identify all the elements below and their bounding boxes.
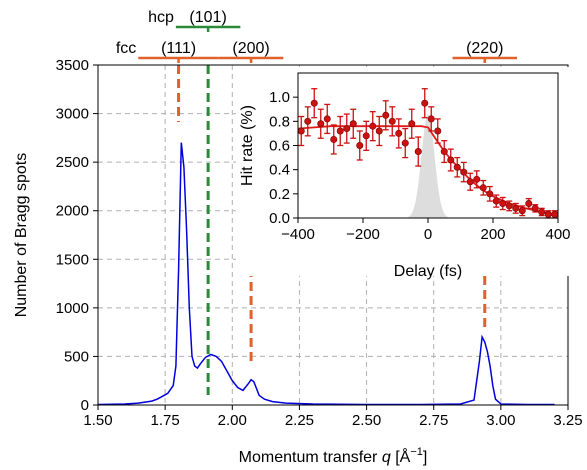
inset-data-point bbox=[317, 120, 325, 128]
inset-data-point bbox=[499, 200, 507, 208]
inset-data-point bbox=[447, 156, 455, 164]
main-y-tick-label: 500 bbox=[64, 348, 89, 365]
inset-y-axis-title: Hit rate (%) bbox=[239, 105, 256, 186]
inset-y-tick-label: 0.0 bbox=[269, 210, 290, 227]
inset-data-point bbox=[421, 99, 429, 107]
main-chart: 1.50 1.75 2.00 2.25 2.50 2.75 3.00 3.25 0 500 1000… bbox=[13, 9, 583, 466]
inset-pulse-area bbox=[402, 114, 454, 218]
inset-data-point bbox=[304, 117, 312, 125]
inset-x-tick-label: 0 bbox=[424, 226, 432, 243]
inset-data-point bbox=[330, 135, 338, 143]
inset-points bbox=[297, 88, 559, 219]
main-y-axis-title: Number of Bragg spots bbox=[13, 153, 30, 318]
inset-data-point bbox=[531, 204, 539, 212]
inset-data-point bbox=[505, 202, 513, 210]
inset-x-tick-label: 400 bbox=[545, 226, 570, 243]
inset-data-point bbox=[408, 120, 416, 128]
inset-data-point bbox=[453, 163, 461, 171]
inset-x-tick-label: 200 bbox=[480, 226, 505, 243]
inset-data-point bbox=[356, 142, 364, 150]
inset-data-point bbox=[518, 207, 526, 215]
main-y-tick-label: 2000 bbox=[56, 203, 89, 220]
main-x-tick-label: 2.00 bbox=[218, 412, 247, 429]
inset-data-point bbox=[323, 115, 331, 123]
main-y-tick-label: 3500 bbox=[56, 57, 89, 74]
inset-x-axis-title: Delay (fs) bbox=[394, 263, 462, 280]
peak-phase-label: hcp bbox=[148, 9, 174, 26]
inset-data-point bbox=[434, 127, 442, 135]
main-x-axis-title: Momentum transfer q [Å−1] bbox=[239, 446, 428, 466]
inset-data-point bbox=[479, 184, 487, 192]
inset-data-point bbox=[297, 127, 305, 135]
main-x-axis-title-var: q bbox=[382, 449, 391, 466]
inset-data-point bbox=[551, 210, 559, 218]
main-x-axis-title-unit-close: ] bbox=[423, 449, 427, 466]
main-ticks: 1.50 1.75 2.00 2.25 2.50 2.75 3.00 3.25 0 500 1000… bbox=[56, 57, 583, 429]
main-series-line bbox=[97, 142, 555, 406]
main-y-tick-label: 1500 bbox=[56, 251, 89, 268]
inset-data-point bbox=[382, 111, 390, 119]
inset-x-tick-label: −400 bbox=[281, 226, 315, 243]
main-y-tick-label: 0 bbox=[81, 397, 89, 414]
inset-data-point bbox=[414, 148, 422, 156]
inset-y-tick-label: 0.6 bbox=[269, 138, 290, 155]
inset-y-tick-label: 0.2 bbox=[269, 186, 290, 203]
inset-data-point bbox=[460, 168, 468, 176]
inset-data-point bbox=[538, 208, 546, 216]
inset-ticks: −400 −200 0 200 400 0.0 0.2 0.4 0.6 0.8 1.0 bbox=[269, 89, 570, 243]
main-x-tick-label: 1.75 bbox=[151, 412, 180, 429]
main-x-tick-label: 3.00 bbox=[486, 412, 515, 429]
inset-data-point bbox=[343, 125, 351, 133]
inset-data-point bbox=[525, 200, 533, 208]
peak-hkl-label: (200) bbox=[232, 40, 269, 57]
main-x-axis-title-unit: [Å bbox=[395, 447, 410, 466]
main-x-tick-label: 2.25 bbox=[285, 412, 314, 429]
inset-x-tick-label: −200 bbox=[346, 226, 380, 243]
inset-chart: −400 −200 0 200 400 0.0 0.2 0.4 0.6 0.8 1.0 Delay … bbox=[236, 67, 574, 280]
inset-data-point bbox=[512, 204, 520, 212]
inset-data-point bbox=[362, 132, 370, 140]
main-y-tick-label: 3000 bbox=[56, 106, 89, 123]
inset-data-point bbox=[369, 122, 377, 130]
inset-data-point bbox=[349, 120, 357, 128]
peak-hkl-label: (220) bbox=[466, 40, 503, 57]
inset-data-point bbox=[473, 175, 481, 183]
peak-phase-label: fcc bbox=[116, 40, 136, 57]
inset-data-point bbox=[401, 139, 409, 147]
inset-background bbox=[236, 67, 574, 276]
inset-data-point bbox=[388, 117, 396, 125]
main-x-tick-label: 1.50 bbox=[83, 412, 112, 429]
inset-data-point bbox=[466, 178, 474, 186]
main-x-axis-title-text: Momentum transfer bbox=[239, 449, 378, 466]
main-x-axis-title-unit-sup: −1 bbox=[410, 446, 423, 458]
peak-hkl-label: (111) bbox=[161, 40, 196, 57]
main-x-tick-label: 2.50 bbox=[352, 412, 381, 429]
inset-data-point bbox=[544, 210, 552, 218]
main-y-tick-label: 1000 bbox=[56, 300, 89, 317]
inset-data-point bbox=[336, 127, 344, 135]
main-peak-labels: (111) fcc (101) hcp (200) (220) bbox=[116, 9, 517, 63]
inset-data-point bbox=[427, 115, 435, 123]
inset-y-tick-label: 0.4 bbox=[269, 162, 290, 179]
main-peak-markers bbox=[177, 65, 487, 395]
inset-y-tick-label: 1.0 bbox=[269, 89, 290, 106]
inset-data-point bbox=[395, 129, 403, 137]
main-x-tick-label: 2.75 bbox=[419, 412, 448, 429]
main-x-tick-label: 3.25 bbox=[553, 412, 582, 429]
inset-data-point bbox=[375, 127, 383, 135]
inset-data-point bbox=[440, 148, 448, 156]
main-y-tick-label: 2500 bbox=[56, 154, 89, 171]
inset-data-point bbox=[486, 190, 494, 198]
inset-data-point bbox=[310, 99, 318, 107]
inset-y-tick-label: 0.8 bbox=[269, 113, 290, 130]
peak-hkl-label: (101) bbox=[189, 9, 226, 26]
inset-data-point bbox=[492, 197, 500, 205]
